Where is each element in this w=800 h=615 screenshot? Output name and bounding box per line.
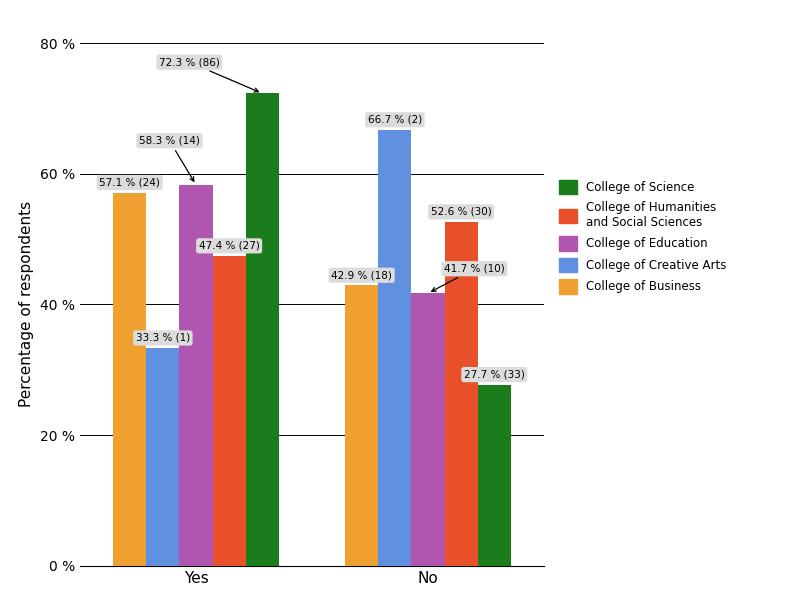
Text: 41.7 % (10): 41.7 % (10) bbox=[432, 264, 505, 292]
Text: 72.3 % (86): 72.3 % (86) bbox=[159, 57, 258, 92]
Text: 58.3 % (14): 58.3 % (14) bbox=[139, 136, 200, 181]
Bar bbox=[478, 385, 511, 566]
Bar bbox=[411, 293, 445, 566]
Bar bbox=[213, 256, 246, 566]
Text: 52.6 % (30): 52.6 % (30) bbox=[430, 207, 491, 217]
Text: 27.7 % (33): 27.7 % (33) bbox=[464, 370, 525, 379]
Text: 66.7 % (2): 66.7 % (2) bbox=[368, 115, 422, 125]
Y-axis label: Percentage of respondents: Percentage of respondents bbox=[19, 201, 34, 408]
Bar bbox=[146, 348, 179, 566]
Bar bbox=[113, 192, 146, 566]
Text: 57.1 % (24): 57.1 % (24) bbox=[99, 178, 160, 188]
Legend: College of Science, College of Humanities
and Social Sciences, College of Educat: College of Science, College of Humanitie… bbox=[559, 180, 726, 293]
Bar bbox=[246, 93, 279, 566]
Bar bbox=[445, 222, 478, 566]
Text: 42.9 % (18): 42.9 % (18) bbox=[331, 270, 392, 280]
Bar bbox=[179, 185, 213, 566]
Text: 33.3 % (1): 33.3 % (1) bbox=[136, 333, 190, 343]
Bar bbox=[378, 130, 411, 566]
Bar bbox=[345, 285, 378, 566]
Text: 47.4 % (27): 47.4 % (27) bbox=[198, 241, 259, 251]
